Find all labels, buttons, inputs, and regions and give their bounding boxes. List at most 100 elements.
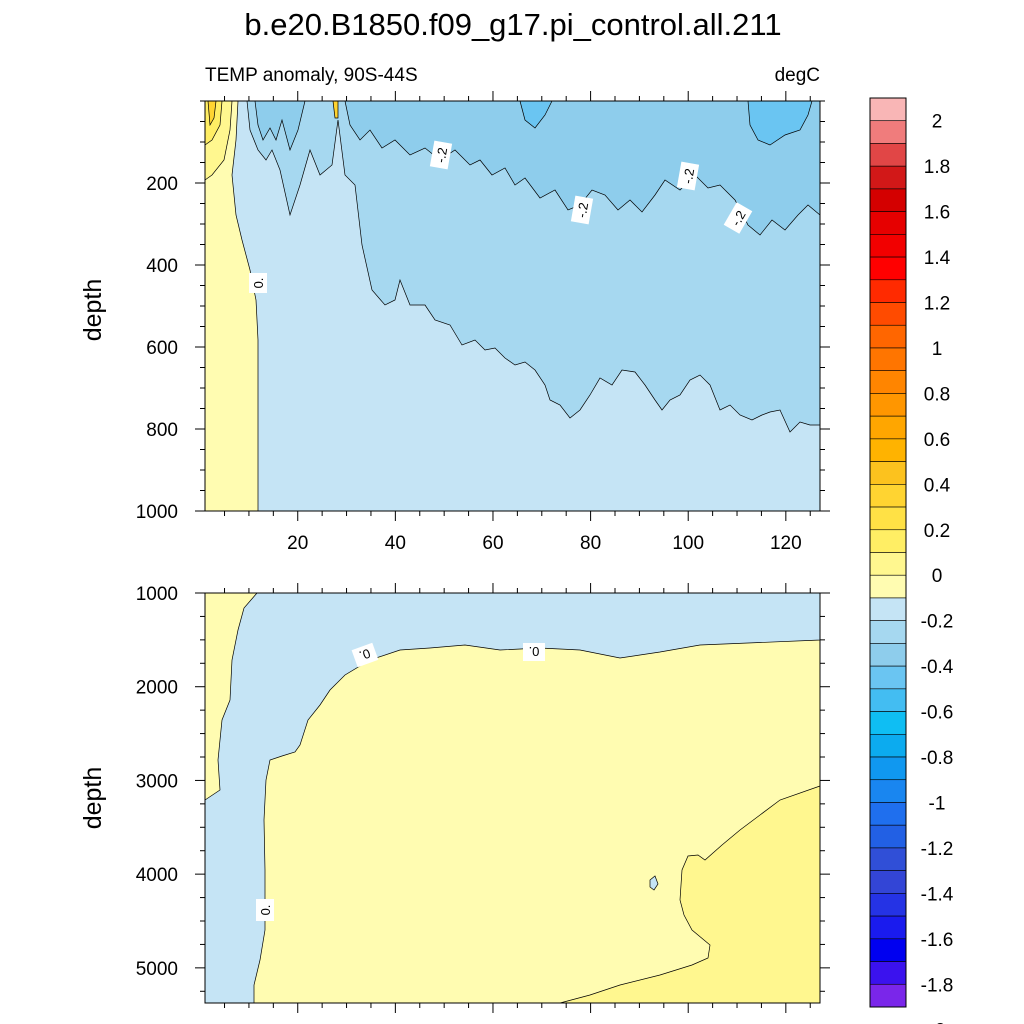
colorbar-swatch <box>869 415 907 440</box>
y-tick-label: 200 <box>146 174 178 195</box>
subtitle-left: TEMP anomaly, 90S-44S <box>205 65 418 86</box>
upper-y-axis-label: depth <box>79 279 107 342</box>
colorbar-swatch <box>869 529 907 553</box>
contour-label: 0. <box>357 646 372 664</box>
colorbar-swatch <box>869 347 907 372</box>
subtitle-right: degC <box>775 65 820 86</box>
colorbar-swatch <box>869 643 907 667</box>
colorbar-label: 0.4 <box>924 475 951 496</box>
y-tick-label: 5000 <box>136 959 178 980</box>
colorbar-label: 1.8 <box>924 157 950 178</box>
y-tick-label: 400 <box>146 256 178 277</box>
colorbar-label: -1 <box>929 793 946 814</box>
colorbar-label: -1.4 <box>921 884 954 905</box>
colorbar-label: 1.2 <box>924 294 950 315</box>
chart-title: b.e20.B1850.f09_g17.pi_control.all.211 <box>244 7 781 42</box>
lower-panel: 1000 2000 3000 4000 5000 depth 0. 0. 0. <box>79 583 830 1013</box>
colorbar-label: -0.2 <box>921 612 954 633</box>
colorbar-swatch <box>869 552 907 576</box>
colorbar-swatch <box>869 97 907 122</box>
colorbar-swatch <box>869 438 907 462</box>
y-tick-label: 2000 <box>136 678 178 699</box>
y-tick-label: 600 <box>146 338 178 359</box>
colorbar-swatch <box>869 938 907 962</box>
upper-panel: 20 40 60 80 100 120 200 400 600 800 1000 depth -.… <box>79 91 830 554</box>
colorbar-label: -0.6 <box>921 703 954 724</box>
colorbar-label: -2 <box>929 1021 946 1024</box>
upper-region-minus04 <box>254 100 821 236</box>
contour-label: 0. <box>251 278 266 289</box>
colorbar-swatch <box>869 893 907 917</box>
colorbar-swatch <box>869 279 907 303</box>
colorbar-swatch <box>869 756 907 781</box>
lower-y-axis-label: depth <box>79 767 107 830</box>
contour-label: -.2 <box>433 146 450 164</box>
x-tick-label: 120 <box>770 533 802 554</box>
upper-contour-labels: -.2 -.2 -.2 -.2 0. <box>249 140 753 293</box>
colorbar-swatch <box>869 983 907 1008</box>
colorbar: 2 1.8 1.6 1.4 1.2 1 0.8 0.6 0.4 0.2 0 -0.2 -0.4 -0.6 -… <box>869 97 954 1024</box>
colorbar-swatch <box>869 961 907 985</box>
lower-region-minus02 <box>204 592 821 1004</box>
colorbar-swatch <box>869 506 907 531</box>
colorbar-swatch <box>869 484 907 508</box>
upper-y-ticks: 200 400 600 800 1000 <box>136 100 830 523</box>
colorbar-swatch <box>869 234 907 258</box>
y-tick-label: 4000 <box>136 865 178 886</box>
x-tick-label: 20 <box>287 533 308 554</box>
contour-label: 0. <box>529 644 540 659</box>
lower-frame <box>204 592 821 1004</box>
x-tick-label: 60 <box>482 533 503 554</box>
colorbar-label: -1.6 <box>921 930 954 951</box>
colorbar-swatch <box>869 143 907 167</box>
lower-region-02 <box>559 785 821 1004</box>
colorbar-swatch <box>869 665 907 690</box>
x-tick-label: 80 <box>580 533 601 554</box>
colorbar-label: 0.2 <box>924 521 950 542</box>
colorbar-swatch <box>869 302 907 326</box>
colorbar-swatch <box>869 393 907 417</box>
colorbar-swatch <box>869 847 907 871</box>
colorbar-label: 0.8 <box>924 384 950 405</box>
x-tick-label: 40 <box>385 533 406 554</box>
lower-y-ticks: 1000 2000 3000 4000 5000 <box>136 584 830 992</box>
colorbar-swatch <box>869 256 907 281</box>
colorbar-swatch <box>869 802 907 826</box>
colorbar-label: -0.8 <box>921 748 954 769</box>
y-tick-label: 1000 <box>136 502 178 523</box>
colorbar-swatch <box>869 461 907 485</box>
colorbar-swatch <box>869 824 907 849</box>
colorbar-swatch <box>869 733 907 758</box>
lower-contour-labels: 0. 0. 0. <box>256 642 545 921</box>
colorbar-swatch <box>869 915 907 940</box>
colorbar-swatch <box>869 324 907 349</box>
colorbar-label: 1 <box>932 339 943 360</box>
colorbar-swatch <box>869 870 907 894</box>
colorbar-swatch <box>869 711 907 735</box>
colorbar-label: 2 <box>932 112 943 133</box>
x-tick-label: 100 <box>672 533 704 554</box>
y-tick-label: 800 <box>146 420 178 441</box>
y-tick-label: 1000 <box>136 584 178 605</box>
colorbar-label: 1.4 <box>924 248 951 269</box>
colorbar-swatch <box>869 620 907 644</box>
colorbar-label: 0.6 <box>924 430 950 451</box>
colorbar-label: 1.6 <box>924 203 950 224</box>
colorbar-swatch <box>869 370 907 394</box>
colorbar-swatch <box>869 188 907 212</box>
lower-region-small <box>649 875 659 891</box>
y-tick-label: 3000 <box>136 771 178 792</box>
colorbar-label: -0.4 <box>921 657 954 678</box>
colorbar-label: 0 <box>932 566 943 587</box>
colorbar-swatch <box>869 779 907 803</box>
contour-label: -.2 <box>680 167 697 185</box>
colorbar-swatch <box>869 120 907 144</box>
colorbar-label: -1.8 <box>921 975 954 996</box>
upper-x-ticks: 20 40 60 80 100 120 <box>224 91 811 554</box>
colorbar-swatch <box>869 574 907 599</box>
contour-label: 0. <box>258 905 273 916</box>
colorbar-swatch <box>869 165 907 190</box>
colorbar-swatch <box>869 211 907 235</box>
colorbar-swatch <box>869 597 907 621</box>
